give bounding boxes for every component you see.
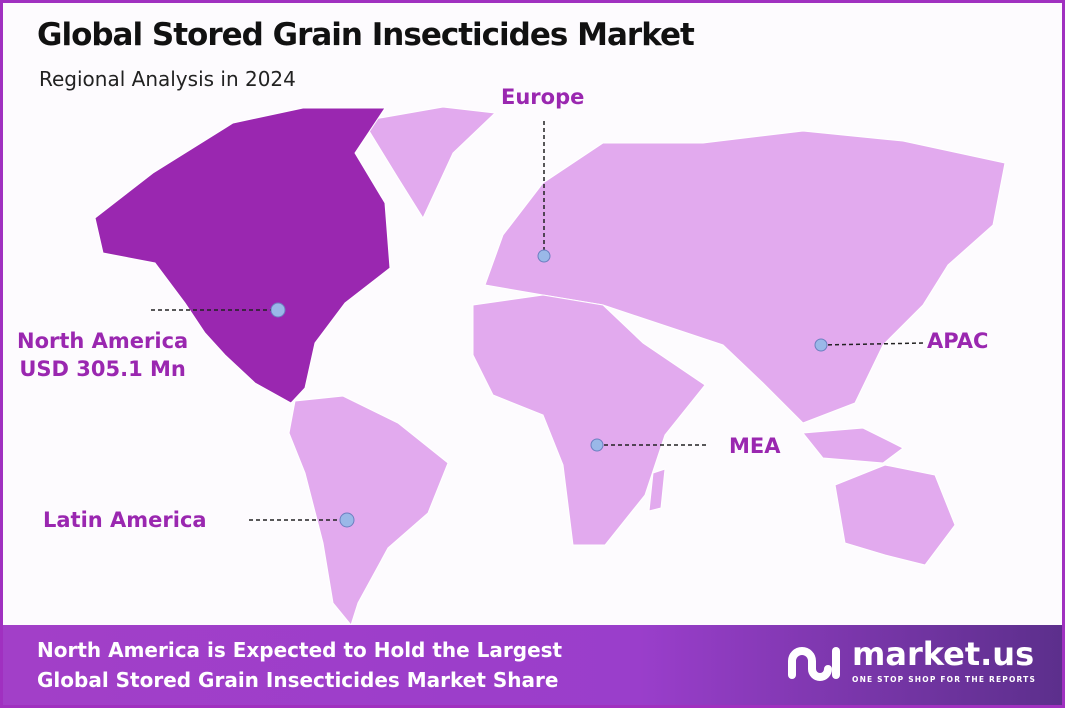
latin-america-marker[interactable] xyxy=(339,512,355,528)
australia xyxy=(834,464,956,566)
eurasia xyxy=(484,130,1006,424)
footer-line-1: North America is Expected to Hold the La… xyxy=(37,638,563,662)
europe-label: Europe xyxy=(501,85,585,109)
world-map xyxy=(94,106,1006,627)
apac-leader xyxy=(820,342,926,346)
southeast-asia xyxy=(802,427,904,464)
north-america xyxy=(94,107,391,404)
africa xyxy=(472,294,706,546)
north-america-name: North America xyxy=(17,329,189,353)
madagascar xyxy=(648,468,666,512)
market-us-logo: market.us ONE STOP SHOP FOR THE REPORTS xyxy=(782,635,1035,689)
logo-mark-icon xyxy=(788,647,840,681)
mea-marker[interactable] xyxy=(590,438,604,452)
logo-tagline: ONE STOP SHOP FOR THE REPORTS xyxy=(852,675,1037,684)
latin-america-label: Latin America xyxy=(43,508,207,532)
page-subtitle: Regional Analysis in 2024 xyxy=(39,67,296,91)
north-america-value: USD 305.1 Mn xyxy=(19,357,186,381)
logo-word: market.us xyxy=(852,635,1035,673)
north-america-marker[interactable] xyxy=(270,302,286,318)
mea-label: MEA xyxy=(729,434,781,458)
footer-text: North America is Expected to Hold the La… xyxy=(37,635,562,695)
greenland xyxy=(362,106,497,220)
north-america-label: North America USD 305.1 Mn xyxy=(17,327,188,383)
footer-banner: North America is Expected to Hold the La… xyxy=(3,625,1062,705)
footer-line-2: Global Stored Grain Insecticides Market … xyxy=(37,668,559,692)
apac-label: APAC xyxy=(927,329,989,353)
apac-marker[interactable] xyxy=(814,338,828,352)
europe-marker[interactable] xyxy=(537,249,551,263)
page-title: Global Stored Grain Insecticides Market xyxy=(37,17,695,53)
south-america xyxy=(288,395,449,627)
